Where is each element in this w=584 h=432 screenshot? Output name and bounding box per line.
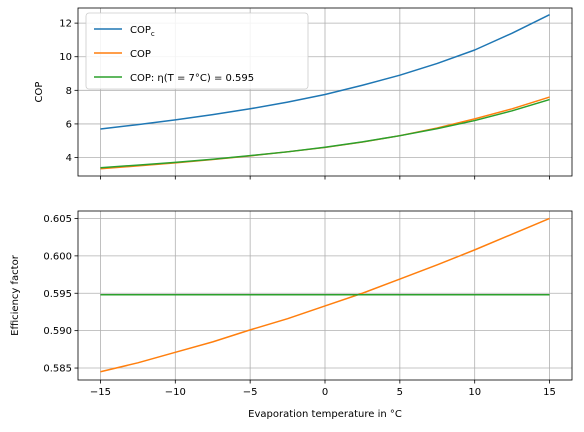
x-tick-label: 10: [468, 387, 481, 398]
legend-subscript: c: [151, 30, 155, 38]
y-tick-label: 6: [66, 119, 72, 130]
y-tick-label: 0.600: [43, 251, 72, 262]
x-tick-label: −5: [243, 387, 258, 398]
x-tick-label: 15: [543, 387, 556, 398]
x-tick-label: 5: [397, 387, 403, 398]
x-tick-label: −15: [90, 387, 111, 398]
y-tick-label: 0.585: [43, 364, 72, 375]
legend-box: [85, 12, 309, 90]
y-tick-label: 8: [66, 86, 72, 97]
x-tick-label: 0: [322, 387, 328, 398]
cop-panel: 4 6 8 10 12 COP COPc COP COP: η(T = 7°C) = 0.595: [34, 7, 573, 180]
legend: COPc COP COP: η(T = 7°C) = 0.595: [85, 12, 309, 90]
y-tick-label: 0.595: [43, 289, 72, 300]
efficiency-panel: −15 −10 −5 0 5 10 15 0.585 0.590 0.595 0.600 0.605 E…: [10, 210, 573, 420]
series-line-0: [100, 14, 550, 130]
y-tick-label: 10: [59, 52, 72, 63]
y-axis-label: COP: [34, 82, 45, 103]
series-line-0: [100, 217, 550, 373]
y-axis-label: Efficiency factor: [10, 254, 21, 336]
y-tick-label: 0.590: [43, 326, 72, 337]
legend-label-2: COP: η(T = 7°C) = 0.595: [130, 73, 254, 84]
legend-label-1: COP: [130, 49, 151, 60]
y-tick-label: 0.605: [43, 214, 72, 225]
y-tick-label: 12: [59, 19, 72, 30]
x-axis-label: Evaporation temperature in °C: [248, 409, 402, 420]
x-tick-label: −10: [165, 387, 186, 398]
legend-label-0: COPc: [130, 25, 155, 38]
series-line-2: [100, 98, 550, 169]
y-tick-label: 4: [66, 153, 72, 164]
